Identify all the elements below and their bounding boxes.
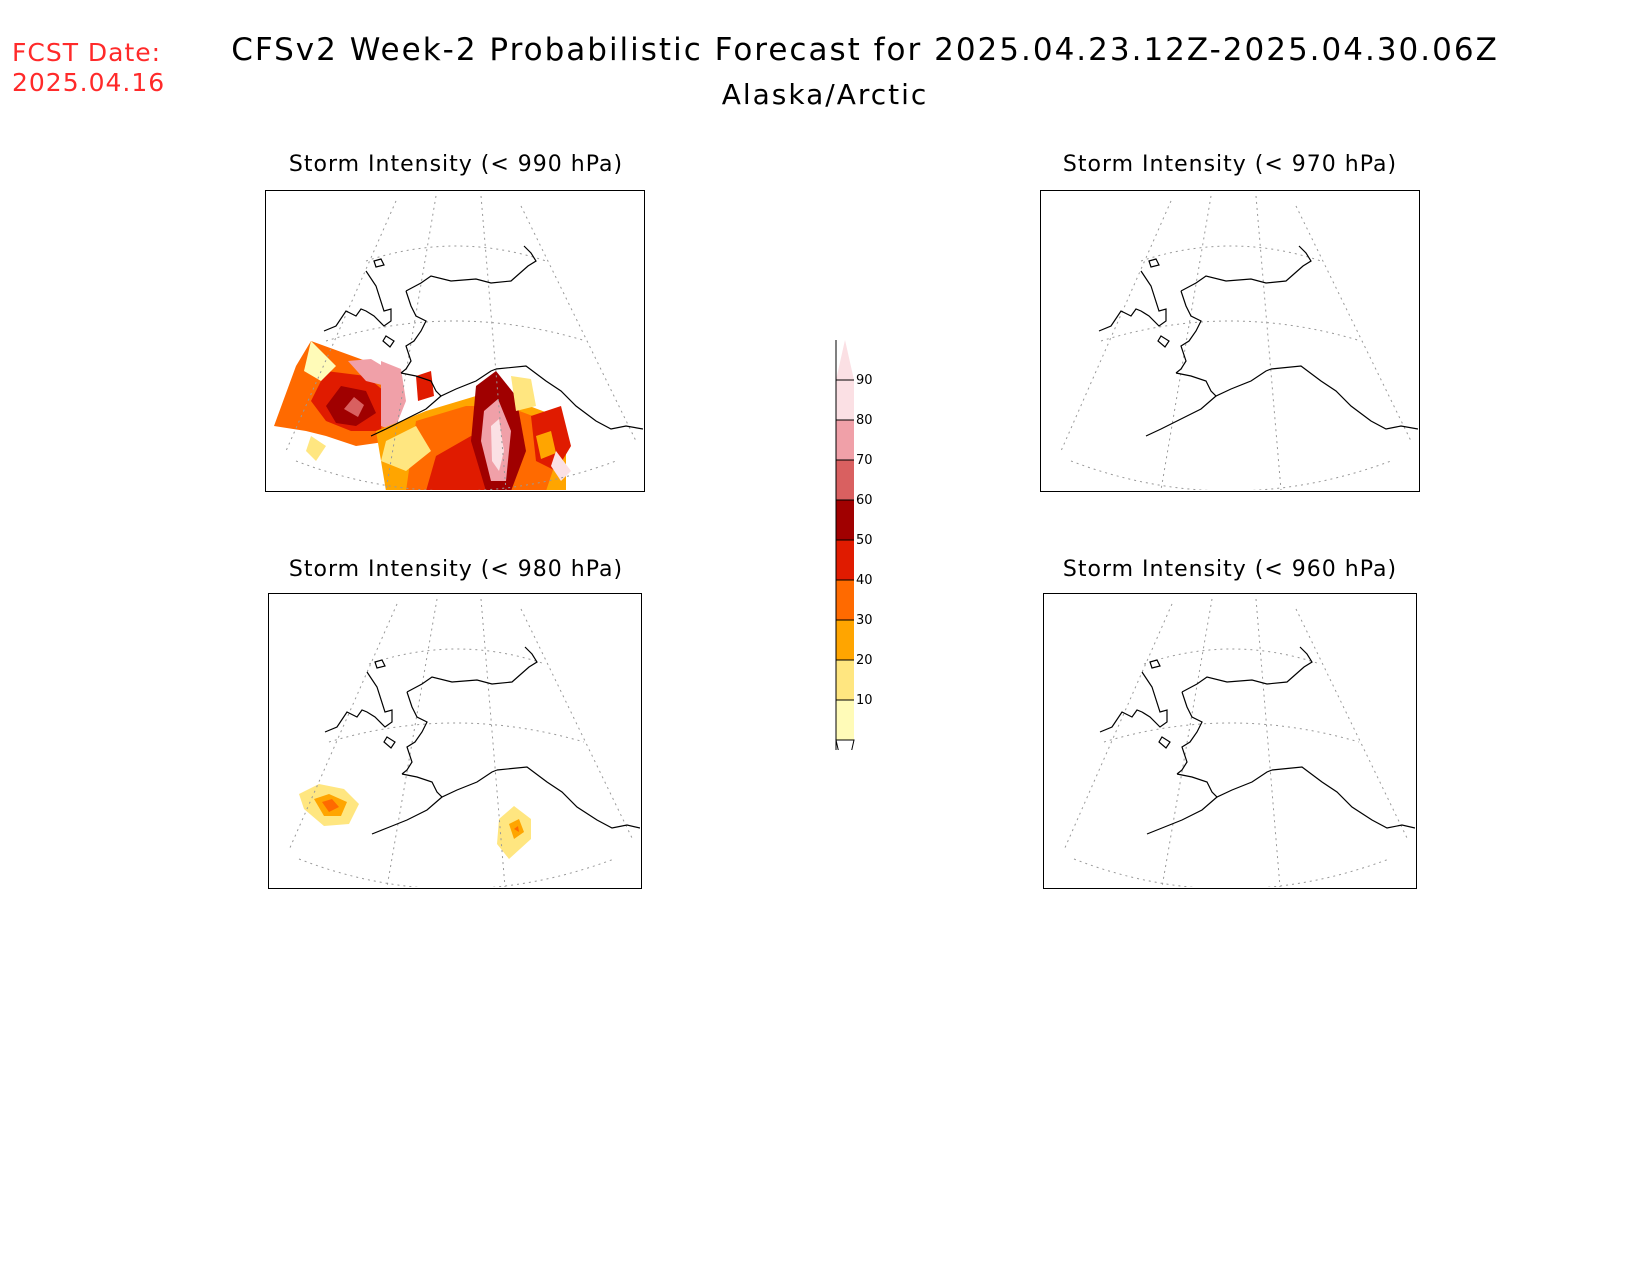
page-title: CFSv2 Week-2 Probabilistic Forecast for … [231,32,1499,68]
region-subtitle: Alaska/Arctic [721,78,929,111]
colorbar-swatch [836,540,854,580]
panel-title-960: Storm Intensity (< 960 hPa) [1062,557,1398,582]
probability-shading-980 [299,784,531,859]
probability-shading-990 [274,341,571,490]
map-960-svg [1063,598,1415,887]
colorbar-swatch [836,380,854,420]
colorbar-label: 30 [856,613,873,628]
colorbar: 10 20 30 40 50 60 70 80 90 [820,330,880,781]
panel-title-980: Storm Intensity (< 980 hPa) [288,557,624,582]
map-panel-970 [1040,190,1420,492]
colorbar-swatch [836,620,854,660]
graticule-970 [1060,195,1412,490]
colorbar-swatch [836,580,854,620]
coastline-960 [1099,646,1415,835]
graticule-960 [1063,598,1409,887]
panel-title-990: Storm Intensity (< 990 hPa) [288,152,624,177]
coastline-970 [1098,245,1418,437]
graticule-980 [288,598,634,887]
colorbar-label: 70 [856,453,873,468]
colorbar-swatch [836,420,854,460]
colorbar-swatch [836,500,854,540]
colorbar-label: 40 [856,573,873,588]
map-panel-960 [1043,593,1417,889]
map-panel-990 [265,190,645,492]
forecast-date-block: FCST Date: 2025.04.16 [12,38,165,98]
colorbar-label: 80 [856,413,873,428]
colorbar-svg: 10 20 30 40 50 60 70 80 90 [835,340,873,781]
colorbar-swatch [836,700,854,740]
coastline-990 [323,245,643,437]
colorbar-label: 60 [856,493,873,508]
colorbar-label: 90 [856,373,873,388]
graticule-990 [285,195,637,490]
map-970-svg [1060,195,1418,490]
map-980-svg [288,598,640,887]
colorbar-bottom-tip [835,739,855,781]
map-990-svg [274,195,643,490]
colorbar-top-tip [836,340,854,380]
colorbar-label: 50 [856,533,873,548]
coastline-980 [324,646,640,835]
colorbar-swatch [836,660,854,700]
fcst-date-label: FCST Date: [12,38,162,67]
colorbar-label: 10 [856,693,873,708]
map-panel-980 [268,593,642,889]
panel-title-970: Storm Intensity (< 970 hPa) [1062,152,1398,177]
colorbar-swatch [836,460,854,500]
fcst-date-value: 2025.04.16 [12,68,166,97]
colorbar-label: 20 [856,653,873,668]
